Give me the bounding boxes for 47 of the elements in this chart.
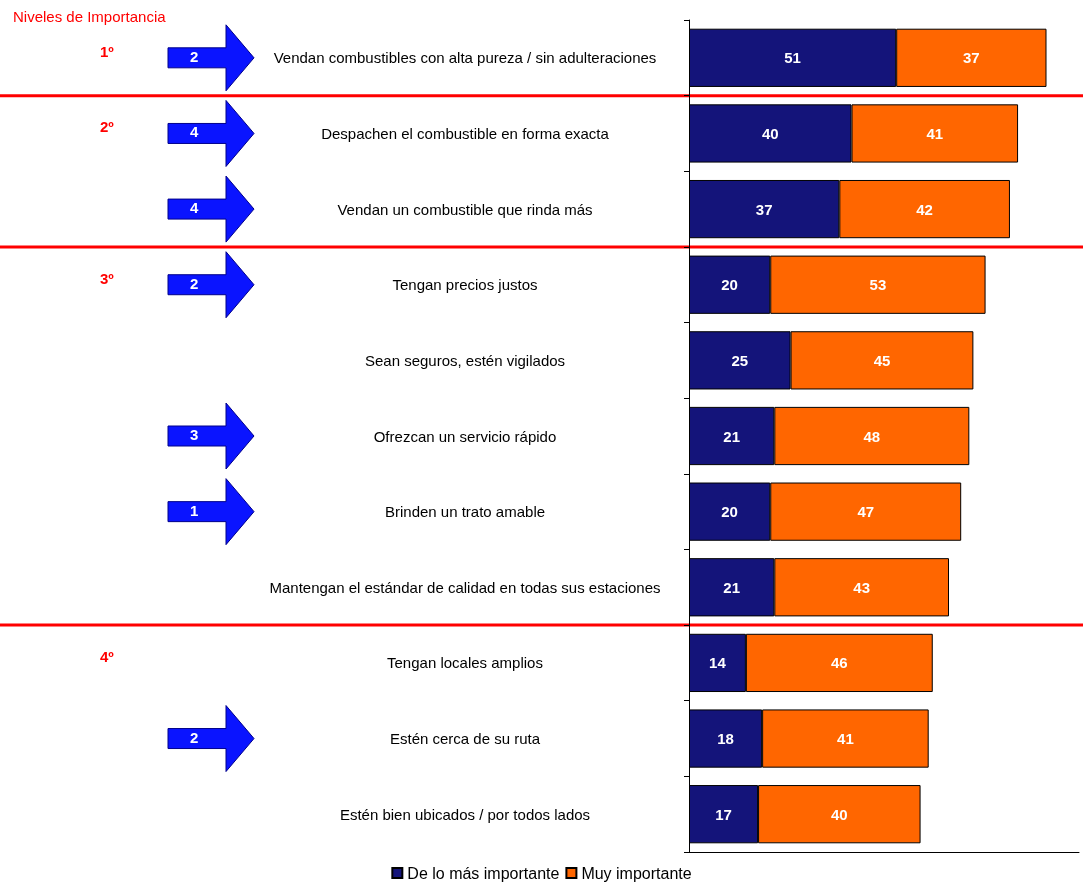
data-label: 14 xyxy=(709,654,727,672)
data-label: 48 xyxy=(863,427,881,445)
data-label: 45 xyxy=(873,351,891,369)
data-label: 21 xyxy=(723,427,740,445)
y-tick-label: Brinden un trato amable xyxy=(384,503,546,521)
y-tick-label: Ofrezcan un servicio rápido xyxy=(373,427,557,445)
data-label: 42 xyxy=(916,200,933,218)
y-tick-label: Estén bien ubicados / por todos lados xyxy=(339,805,591,823)
data-label: 51 xyxy=(784,49,801,67)
data-label: 53 xyxy=(869,276,887,294)
data-label: 47 xyxy=(857,503,875,521)
text: 2º xyxy=(100,118,115,136)
legend-label: Muy importante xyxy=(581,864,692,882)
data-label: 18 xyxy=(717,730,734,748)
arrow-icon: 3 xyxy=(167,402,255,470)
data-label: 41 xyxy=(837,730,854,748)
y-tick-label: Estén cerca de su ruta xyxy=(389,730,541,748)
y-tick-label: Sean seguros, estén vigilados xyxy=(364,351,566,369)
y-tick-label: Vendan un combustible que rinda más xyxy=(337,200,593,218)
data-label: 40 xyxy=(830,805,848,823)
data-label: 40 xyxy=(761,124,779,142)
arrow-icon: 4 xyxy=(167,175,255,243)
y-tick-label: Tengan precios justos xyxy=(392,276,538,294)
data-label: 25 xyxy=(731,351,749,369)
y-tick-label: Vendan combustibles con alta pureza / sin adulteraciones xyxy=(273,49,657,67)
y-tick-label: Despachen el combustible en forma exacta xyxy=(321,124,610,142)
text: Niveles de Importancia xyxy=(13,8,167,25)
arrow-icon: 2 xyxy=(167,24,255,92)
data-label: 37 xyxy=(755,200,773,218)
arrow-icon: 4 xyxy=(167,99,255,167)
data-label: 41 xyxy=(926,124,944,142)
text: 4º xyxy=(100,647,115,665)
y-tick-label: Tengan locales amplios xyxy=(387,654,543,672)
arrow-icon: 2 xyxy=(167,251,255,319)
legend-label: De lo más importante xyxy=(407,864,560,882)
data-label: 20 xyxy=(721,276,738,294)
data-label: 17 xyxy=(715,805,732,823)
text: 1º xyxy=(100,42,115,60)
y-tick-label: Mantengan el estándar de calidad en todas sus estaciones xyxy=(269,578,661,596)
data-label: 43 xyxy=(853,578,870,596)
data-label: 37 xyxy=(963,49,980,67)
arrow-icon: 1 xyxy=(167,478,255,546)
data-label: 20 xyxy=(721,503,738,521)
text: 3º xyxy=(100,269,115,287)
data-label: 21 xyxy=(723,578,740,596)
arrow-icon: 2 xyxy=(167,705,255,773)
data-label: 46 xyxy=(830,654,848,672)
